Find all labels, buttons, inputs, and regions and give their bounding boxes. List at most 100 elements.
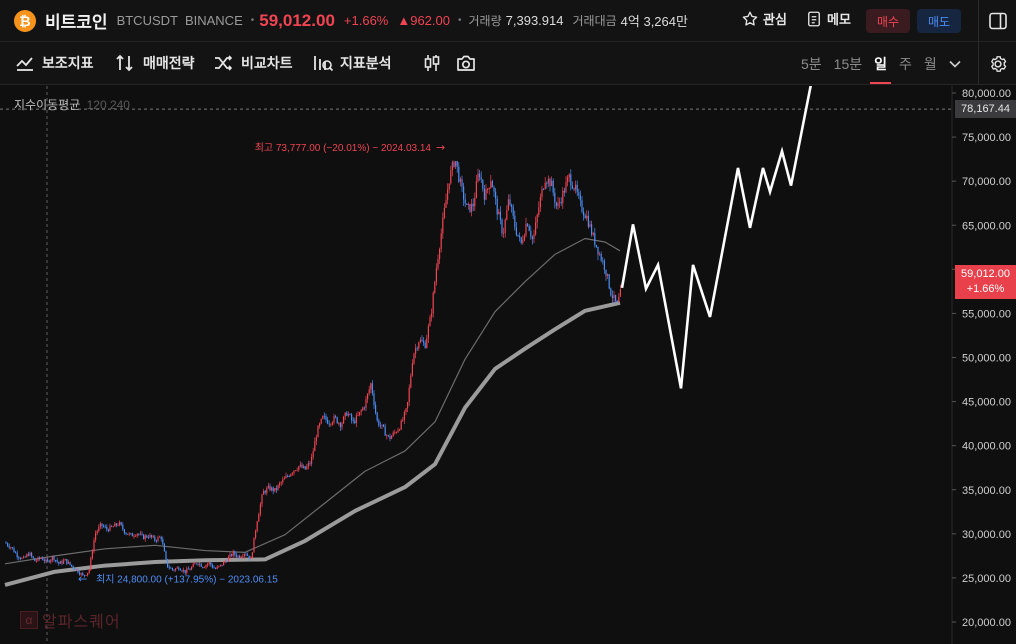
candle-body [162,539,164,545]
candle-body [544,182,546,189]
candle-body [127,533,129,535]
candle-body [528,226,530,231]
candle-body [293,470,295,473]
sell-button[interactable]: 매도 [917,9,961,33]
memo-button[interactable]: 메모 [806,9,851,28]
candle-body [301,464,303,468]
analysis-button[interactable]: 지표분석 [311,53,392,73]
candle-body [98,526,100,532]
bitcoin-logo-icon: ₿ [14,9,36,32]
candle-body [122,524,124,530]
candle-body [107,529,109,531]
candle-body [11,547,13,549]
toolbar-item-label: 비교차트 [241,55,293,71]
panel-toggle-button[interactable] [978,0,1016,42]
candle-body [488,187,490,190]
candle-body [352,420,354,422]
candle-body [424,342,426,349]
chart-canvas[interactable]: 20,000.00 25,000.00 30,000.00 35,000.00 40,0… [0,86,1016,644]
interval-dropdown-button[interactable] [943,42,967,85]
chart-settings-button[interactable] [978,42,1016,85]
current-price-tag-value: 59,012.00 [961,268,1010,281]
candle-body [279,483,281,486]
candle-body [106,526,108,530]
candle-body [482,179,484,189]
candle-body [600,253,602,261]
y-tick-label: 65,000.00 [962,220,1011,232]
candle-body [215,568,217,570]
ma-legend[interactable]: 지수이동평균 120 240 [14,96,130,113]
candle-body [184,570,186,573]
candle-body [339,422,341,428]
low-annotation: 최지 24,800.00 (+137.95%) − 2023.06.15 [96,574,278,586]
candle-body [578,192,580,196]
strategy-icon [114,53,136,73]
candle-body [63,560,65,564]
candle-body [376,412,378,421]
candle-body [99,523,101,527]
trading-pair: BTCUSDT [116,13,178,28]
candle-body [299,464,301,467]
candle-body [130,533,132,535]
candle-body [594,233,596,245]
drawn-projection-line[interactable] [620,86,812,389]
candle-body [114,523,116,527]
candle-body [7,543,9,546]
candle-body [562,190,564,204]
candle-body [525,223,527,236]
candle-body [10,547,12,549]
volume-label: 거래량 [468,14,502,28]
interval-week[interactable]: 주 [899,55,912,72]
candle-body [203,567,205,569]
candle-body [530,230,532,237]
interval-5min[interactable]: 5분 [801,55,822,72]
candle-body [187,568,189,570]
candle-body [527,223,529,227]
screenshot-button[interactable] [455,53,477,73]
candle-body [312,451,314,457]
y-axis[interactable]: 20,000.00 25,000.00 30,000.00 35,000.00 40,0… [952,88,1011,629]
candle-body [208,562,210,564]
compare-button[interactable]: 비교차트 [212,53,293,73]
candle-body [119,522,121,526]
candle-body [285,475,287,479]
candle-body [426,338,428,349]
favorite-button[interactable]: 관심 [741,9,787,28]
strategy-button[interactable]: 매매전략 [114,53,195,73]
candle-body [170,567,172,569]
candle-body [413,353,415,364]
candle-type-button[interactable] [421,53,443,73]
candle-body [448,183,450,190]
watermark-text: 알파스퀘어 [42,614,121,631]
interval-day[interactable]: 일 [868,42,893,85]
indicator-icon [14,53,36,73]
interval-month[interactable]: 월 [923,55,937,72]
candle-body [437,258,439,269]
candle-body [466,203,468,205]
current-price-tag: 59,012.00 +1.66% [955,265,1016,300]
candle-body [405,408,407,413]
y-tick-label: 50,000.00 [962,353,1011,365]
candle-body [179,569,181,571]
gear-icon [990,55,1006,72]
candle-body [565,182,567,193]
candle-body [336,417,338,424]
candle-body [139,533,141,535]
candle-body [595,244,597,247]
candle-body [611,295,613,299]
candle-body [173,569,175,571]
candle-body [397,430,399,433]
candle-body [40,557,42,559]
price-chart[interactable]: 20,000.00 25,000.00 30,000.00 35,000.00 40,0… [0,86,1016,644]
indicators-button[interactable]: 보조지표 [14,53,94,73]
candle-body [211,564,213,568]
candle-body [35,560,37,562]
candle-body [189,569,191,571]
interval-15min[interactable]: 15분 [833,55,863,72]
candle-body [72,566,74,569]
candle-body [48,560,50,563]
star-icon [742,11,758,26]
candle-body [421,339,423,342]
buy-button[interactable]: 매수 [866,9,910,33]
side-panel-icon [988,12,1007,30]
